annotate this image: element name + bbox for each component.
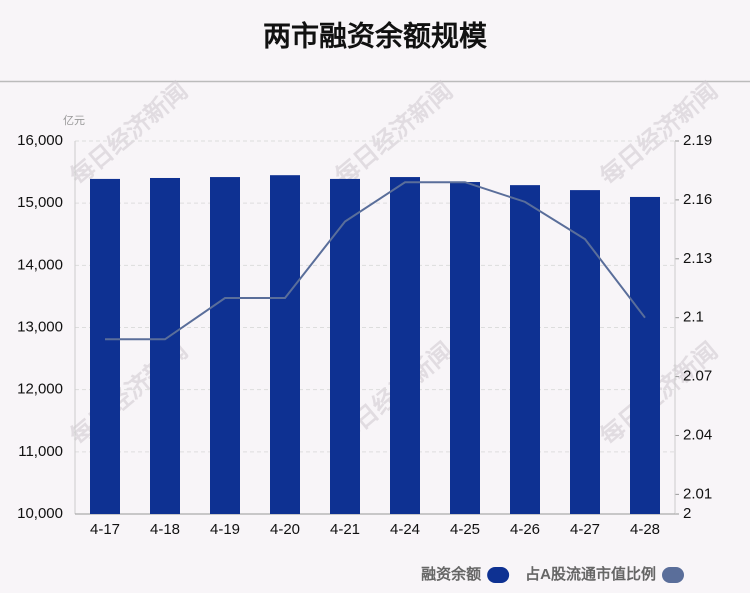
y-tick-label: 13,000: [17, 318, 63, 335]
bar: [630, 196, 660, 514]
legend-swatch: [487, 567, 510, 583]
plot: 10,000 11,000 12,000 13,000 14,000 15,000 16,0…: [17, 132, 712, 538]
x-tick-label: 4-18: [150, 521, 180, 538]
y-tick-label: 16,000: [17, 132, 63, 149]
x-tick-label: 4-24: [390, 521, 420, 538]
x-tick-label: 4-25: [450, 521, 480, 538]
x-tick-label: 4-20: [270, 521, 300, 538]
y-tick-label: 12,000: [17, 381, 63, 398]
y-tick-label: 14,000: [17, 256, 63, 273]
chart-title: 两市融资余额规模: [263, 19, 488, 51]
y2-tick-label: 2.13: [683, 250, 712, 267]
bar: [330, 178, 360, 514]
y-unit: 亿元: [63, 114, 85, 127]
bar: [150, 177, 180, 514]
x-tick-label: 4-27: [570, 521, 600, 538]
bar: [450, 182, 480, 514]
bar: [270, 175, 300, 515]
bar: [570, 190, 600, 514]
y2-tick-label: 2: [683, 505, 691, 522]
legend-label: 占A股流通市值比例: [525, 565, 656, 583]
line: [105, 181, 646, 341]
y-tick-label: 11,000: [18, 443, 63, 460]
x-tick-label: 4-19: [210, 521, 240, 538]
x-tick-label: 4-26: [510, 521, 540, 538]
y2-tick-label: 2.1: [683, 309, 704, 326]
y2-tick-label: 2.07: [683, 368, 712, 385]
y2-tick-label: 2.19: [683, 132, 712, 149]
bar: [390, 177, 420, 514]
bar: [210, 177, 240, 514]
x-tick-label: 4-21: [330, 521, 360, 538]
bar: [90, 178, 120, 514]
x-tick-label: 4-28: [630, 521, 660, 538]
y-tick-label: 15,000: [17, 194, 63, 211]
x-tick-label: 4-17: [90, 521, 120, 538]
legend-swatch: [662, 567, 684, 583]
y-tick-label: 10,000: [17, 505, 63, 522]
legend-label: 融资余额: [421, 565, 481, 583]
bar: [510, 185, 540, 514]
y2-tick-label: 2.04: [683, 426, 712, 443]
y2-tick-label: 2.01: [683, 485, 712, 502]
y2-tick-label: 2.16: [683, 191, 712, 208]
